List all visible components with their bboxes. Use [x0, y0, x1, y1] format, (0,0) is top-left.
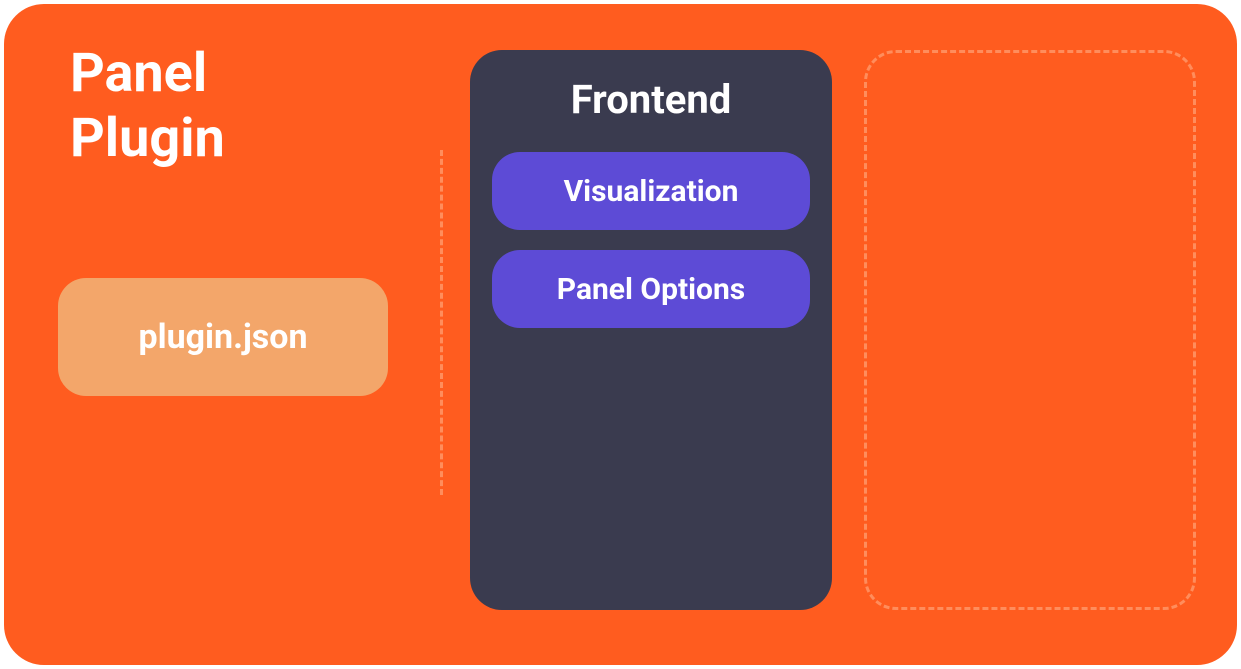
visualization-label: Visualization: [564, 174, 739, 209]
title-line2: Plugin: [70, 107, 225, 172]
placeholder-box: [864, 50, 1196, 610]
panel-options-pill: Panel Options: [492, 250, 810, 328]
divider-line: [440, 150, 443, 495]
panel-options-label: Panel Options: [557, 272, 745, 307]
plugin-json-label: plugin.json: [138, 317, 307, 357]
frontend-panel: Frontend Visualization Panel Options: [470, 50, 832, 610]
diagram-title: Panel Plugin: [70, 42, 225, 172]
plugin-json-pill: plugin.json: [58, 278, 388, 396]
frontend-panel-title: Frontend: [470, 76, 832, 123]
title-line1: Panel: [70, 42, 225, 107]
visualization-pill: Visualization: [492, 152, 810, 230]
